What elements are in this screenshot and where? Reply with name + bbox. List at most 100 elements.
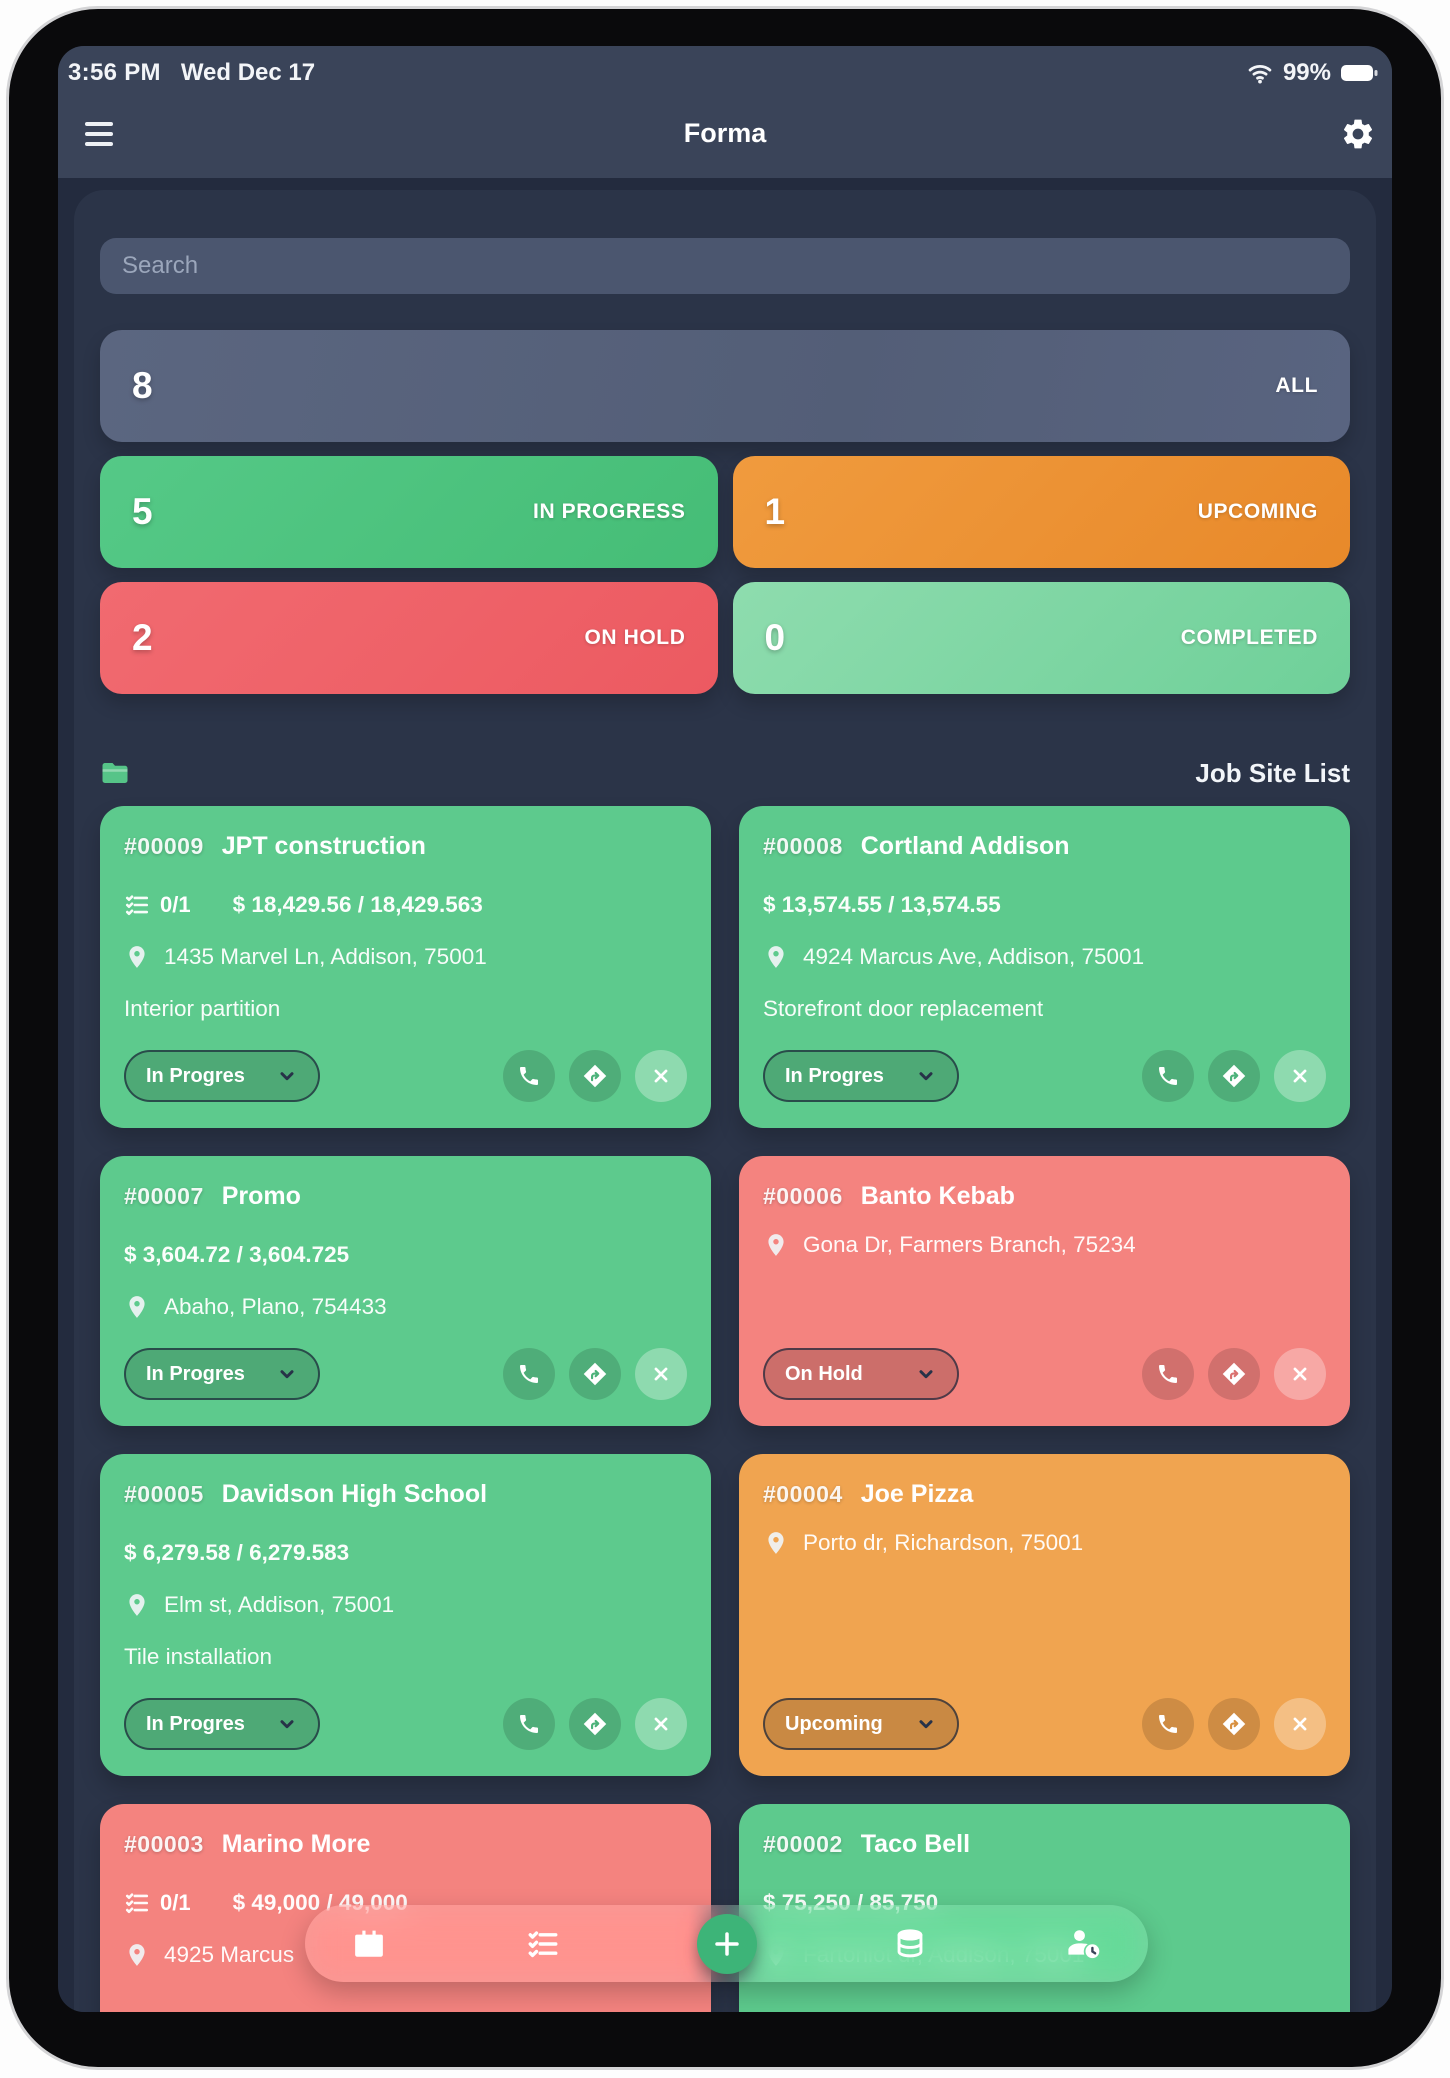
payments-button[interactable] [890, 1924, 930, 1964]
job-address: Elm st, Addison, 75001 [164, 1592, 395, 1617]
job-id: #00008 [763, 833, 843, 859]
summary-count-all: 8 [132, 365, 153, 406]
summary-card-upcoming[interactable]: 1 UPCOMING [732, 456, 1350, 568]
job-name: Cortland Addison [860, 832, 1070, 860]
tasks-button[interactable] [523, 1924, 563, 1964]
job-card[interactable]: #00007 Promo $ 3,604.72 / 3,604.725 Abah… [100, 1156, 711, 1426]
checklist-count: 0/1 [160, 1890, 191, 1915]
status-value: On Hold [785, 1362, 863, 1385]
job-id: #00009 [124, 833, 204, 859]
location-pin-icon [129, 946, 145, 968]
job-name: Banto Kebab [860, 1182, 1015, 1210]
nav-bar: Forma [58, 96, 1392, 182]
job-card[interactable]: #00005 Davidson High School $ 6,279.58 /… [100, 1454, 711, 1776]
job-money: $ 18,429.56 / 18,429.563 [232, 892, 483, 917]
job-card[interactable]: #00009 JPT construction 0/1 $ 18,429.56 … [100, 806, 711, 1128]
close-button[interactable] [1274, 1698, 1326, 1750]
job-address: 4924 Marcus Ave, Addison, 75001 [803, 944, 1145, 969]
job-card[interactable]: #00008 Cortland Addison $ 13,574.55 / 13… [739, 806, 1350, 1128]
status-value: In Progres [785, 1064, 884, 1087]
job-id: #00007 [124, 1183, 204, 1209]
job-name: Taco Bell [860, 1830, 971, 1858]
checklist-count: 0/1 [160, 892, 191, 917]
job-address: 1435 Marvel Ln, Addison, 75001 [164, 944, 487, 969]
navigate-button[interactable] [1208, 1698, 1260, 1750]
call-button[interactable] [503, 1050, 555, 1102]
summary-count-completed: 0 [764, 617, 786, 658]
close-button[interactable] [635, 1698, 687, 1750]
close-button[interactable] [1274, 1348, 1326, 1400]
summary-card-in-progress[interactable]: 5 IN PROGRESS [100, 456, 718, 568]
chevron-down-icon [280, 1720, 294, 1729]
status-dropdown[interactable]: On Hold [763, 1348, 959, 1400]
job-id: #00004 [763, 1481, 843, 1507]
phone-icon [520, 1067, 538, 1085]
call-button[interactable] [1142, 1698, 1194, 1750]
navigate-button[interactable] [569, 1050, 621, 1102]
chevron-down-icon [280, 1370, 294, 1379]
call-button[interactable] [1142, 1050, 1194, 1102]
summary-count-upcoming: 1 [764, 491, 786, 532]
navigate-button[interactable] [1208, 1348, 1260, 1400]
job-card[interactable]: #00006 Banto Kebab Gona Dr, Farmers Bran… [739, 1156, 1350, 1426]
navigation-diamond-icon [582, 1361, 608, 1387]
close-x-icon [654, 1069, 668, 1083]
summary-label-in-progress: IN PROGRESS [533, 500, 686, 523]
app-screen: 3:56 PM Wed Dec 17 99% Forma [58, 46, 1392, 2012]
chevron-down-icon [280, 1072, 294, 1081]
battery-icon [1341, 65, 1378, 81]
close-x-icon [654, 1367, 668, 1381]
close-button[interactable] [635, 1050, 687, 1102]
navigation-diamond-icon [1221, 1361, 1247, 1387]
status-dropdown[interactable]: Upcoming [763, 1698, 959, 1750]
call-button[interactable] [503, 1348, 555, 1400]
add-button[interactable] [696, 1913, 757, 1974]
call-button[interactable] [1142, 1348, 1194, 1400]
close-button[interactable] [635, 1348, 687, 1400]
job-id: #00005 [124, 1481, 204, 1507]
calendar-icon [355, 1930, 383, 1957]
status-bar: 3:56 PM Wed Dec 17 99% [58, 46, 1392, 96]
settings-gear-icon[interactable] [1340, 116, 1376, 152]
location-pin-icon [768, 1532, 784, 1554]
clock-time: 3:56 PM [68, 59, 161, 86]
location-pin-icon [129, 1944, 145, 1966]
location-pin-icon [129, 1296, 145, 1318]
job-name: Joe Pizza [860, 1480, 974, 1508]
status-dropdown[interactable]: In Progres [124, 1698, 320, 1750]
calendar-button[interactable] [349, 1924, 389, 1964]
menu-icon[interactable] [85, 122, 113, 146]
job-id: #00002 [763, 1831, 843, 1857]
summary-label-completed: COMPLETED [1180, 626, 1318, 649]
job-name: Davidson High School [221, 1480, 488, 1508]
folder-icon[interactable] [100, 758, 130, 788]
job-money: $ 3,604.72 / 3,604.725 [124, 1242, 350, 1267]
summary-label-all: ALL [1275, 374, 1318, 397]
summary-card-all[interactable]: 8 ALL [100, 330, 1350, 442]
summary-card-completed[interactable]: 0 COMPLETED [732, 582, 1350, 694]
navigate-button[interactable] [569, 1698, 621, 1750]
job-address: 4925 Marcus [164, 1942, 295, 1967]
status-value: In Progres [146, 1362, 245, 1385]
battery-percentage: 99% [1282, 59, 1331, 86]
navigate-button[interactable] [1208, 1050, 1260, 1102]
call-button[interactable] [503, 1698, 555, 1750]
search-input[interactable] [100, 238, 1350, 294]
summary-card-on-hold[interactable]: 2 ON HOLD [100, 582, 718, 694]
main-panel: 8 ALL 5 IN PROGRESS 1 UPCOMING 2 ON HOLD… [74, 190, 1376, 2012]
job-description: Interior partition [124, 996, 281, 1021]
navigate-button[interactable] [569, 1348, 621, 1400]
status-dropdown[interactable]: In Progres [124, 1348, 320, 1400]
clients-button[interactable] [1064, 1924, 1104, 1964]
job-name: JPT construction [221, 832, 426, 860]
checklist-icon [125, 895, 149, 916]
close-button[interactable] [1274, 1050, 1326, 1102]
status-dropdown[interactable]: In Progres [124, 1050, 320, 1102]
job-card[interactable]: #00004 Joe Pizza Porto dr, Richardson, 7… [739, 1454, 1350, 1776]
coins-icon [897, 1928, 923, 1957]
status-dropdown[interactable]: In Progres [763, 1050, 959, 1102]
close-x-icon [654, 1717, 668, 1731]
close-x-icon [1293, 1717, 1307, 1731]
summary-label-on-hold: ON HOLD [584, 626, 686, 649]
phone-icon [1159, 1715, 1177, 1733]
